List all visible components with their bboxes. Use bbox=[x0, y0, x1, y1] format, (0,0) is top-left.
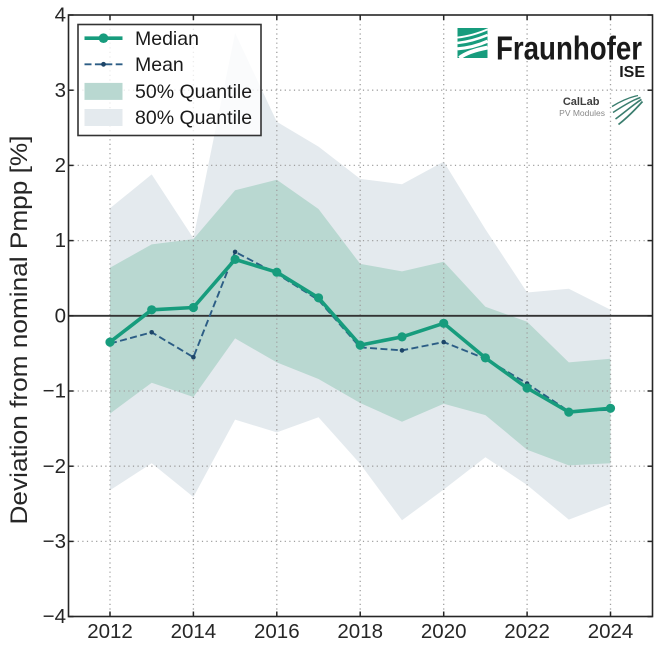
svg-text:−2: −2 bbox=[43, 455, 66, 478]
svg-text:2022: 2022 bbox=[504, 620, 550, 643]
svg-text:Fraunhofer: Fraunhofer bbox=[496, 30, 642, 67]
svg-text:2014: 2014 bbox=[171, 620, 217, 643]
svg-text:0: 0 bbox=[55, 304, 66, 327]
svg-text:PV Modules: PV Modules bbox=[559, 108, 605, 118]
svg-text:−1: −1 bbox=[43, 380, 66, 403]
svg-text:80% Quantile: 80% Quantile bbox=[135, 107, 252, 129]
svg-text:2012: 2012 bbox=[87, 620, 133, 643]
svg-text:2020: 2020 bbox=[421, 620, 467, 643]
svg-text:2018: 2018 bbox=[337, 620, 383, 643]
svg-text:−3: −3 bbox=[43, 530, 66, 553]
svg-text:2024: 2024 bbox=[588, 620, 634, 643]
svg-text:1: 1 bbox=[55, 229, 66, 252]
svg-text:2016: 2016 bbox=[254, 620, 300, 643]
svg-text:3: 3 bbox=[55, 79, 66, 102]
svg-text:−4: −4 bbox=[43, 605, 66, 628]
svg-text:Mean: Mean bbox=[135, 54, 184, 76]
svg-text:Median: Median bbox=[135, 28, 199, 50]
svg-text:ISE: ISE bbox=[619, 64, 645, 81]
svg-text:CalLab: CalLab bbox=[563, 96, 600, 108]
svg-text:2: 2 bbox=[55, 154, 66, 177]
svg-text:4: 4 bbox=[55, 4, 66, 27]
svg-text:50% Quantile: 50% Quantile bbox=[135, 81, 252, 103]
svg-text:Deviation from nominal Pmpp [%: Deviation from nominal Pmpp [%] bbox=[6, 136, 33, 525]
